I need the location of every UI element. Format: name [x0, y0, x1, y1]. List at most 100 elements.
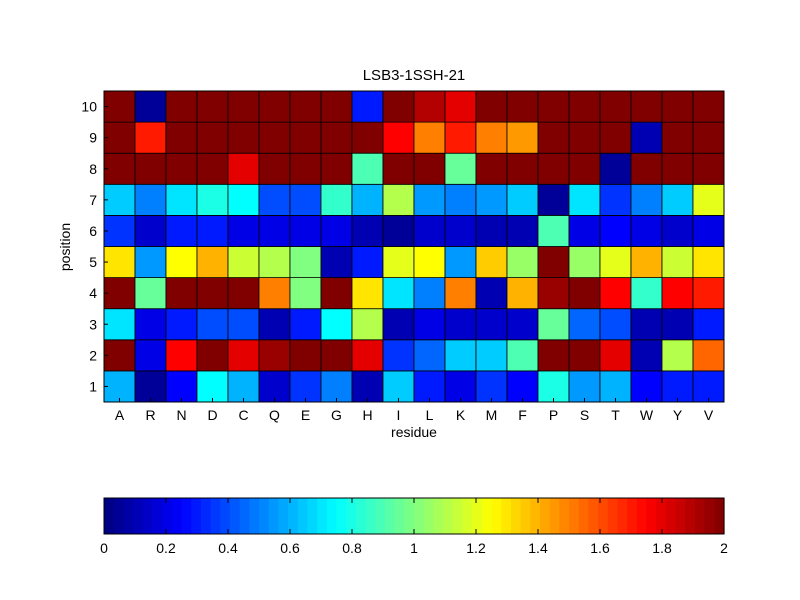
heatmap-cell [630, 308, 663, 341]
x-tick-label: S [580, 407, 589, 423]
heatmap-cell [692, 152, 725, 185]
colorbar-segment [162, 498, 173, 534]
colorbar-tick-label: 1.8 [652, 540, 672, 556]
heatmap-cell [103, 246, 136, 279]
heatmap-cell [537, 339, 570, 372]
heatmap-cell [258, 121, 291, 154]
heatmap-cell [134, 90, 167, 123]
colorbar-segment [665, 498, 677, 534]
heatmap-cell [413, 121, 446, 154]
heatmap-cell [382, 121, 415, 154]
heatmap-cell [692, 183, 725, 216]
heatmap-cell [444, 214, 477, 247]
colorbar-segment [510, 498, 522, 534]
heatmap-cell [320, 152, 353, 185]
colorbar-segment [336, 498, 347, 534]
heatmap-cell [537, 121, 570, 154]
heatmap-cell [568, 121, 601, 154]
heatmap-cell [320, 370, 353, 403]
heatmap-cell [320, 339, 353, 372]
colorbar-tick-label: 1 [410, 540, 418, 556]
heatmap-cell [103, 308, 136, 341]
heatmap-cell [630, 214, 663, 247]
colorbar-segment [394, 498, 405, 534]
heatmap-cell [382, 152, 415, 185]
colorbar-segment [646, 498, 657, 534]
heatmap-cell [382, 277, 415, 310]
heatmap-cell [258, 152, 291, 185]
heatmap-cell [568, 339, 601, 372]
colorbar-segment [520, 498, 531, 534]
y-tick-labels: 1 2 3 4 5 6 7 8 9 10 [81, 99, 108, 394]
heatmap-cell [661, 152, 694, 185]
x-tick-label: P [549, 407, 558, 423]
colorbar-segment [365, 498, 376, 534]
y-tick-label: 5 [89, 254, 97, 270]
colorbar [104, 498, 725, 534]
heatmap-cell [413, 370, 446, 403]
heatmap-cell [537, 183, 570, 216]
heatmap-cell [444, 121, 477, 154]
chart-title: LSB3-1SSH-21 [363, 67, 466, 84]
colorbar-segment [472, 498, 483, 534]
y-tick-label: 3 [89, 316, 97, 332]
colorbar-segment [588, 498, 599, 534]
heatmap-cell [196, 370, 229, 403]
colorbar-segment [598, 498, 609, 534]
colorbar-segment [355, 498, 367, 534]
heatmap-cell [475, 370, 508, 403]
heatmap-cell [320, 121, 353, 154]
colorbar-segment [539, 498, 551, 534]
heatmap-cell [661, 308, 694, 341]
colorbar-segment [142, 498, 154, 534]
x-tick-label: I [397, 407, 401, 423]
heatmap-cell [506, 339, 539, 372]
colorbar-segment [239, 498, 250, 534]
heatmap-cell [227, 152, 260, 185]
heatmap-cell [103, 370, 136, 403]
colorbar-segment [627, 498, 638, 534]
heatmap-cell [444, 308, 477, 341]
colorbar-segment [530, 498, 541, 534]
heatmap-cell [599, 277, 632, 310]
colorbar-tick-label: 0.8 [342, 540, 362, 556]
heatmap-cell [506, 152, 539, 185]
heatmap-cell [227, 308, 260, 341]
colorbar-segment [307, 498, 318, 534]
heatmap-cell [661, 339, 694, 372]
heatmap-cell [103, 90, 136, 123]
heatmap-cell [630, 339, 663, 372]
heatmap-cell [165, 308, 198, 341]
x-axis-label: residue [391, 424, 437, 440]
heatmap-cell [475, 339, 508, 372]
heatmap-cell [444, 277, 477, 310]
heatmap-cell [506, 183, 539, 216]
heatmap-cell [351, 277, 384, 310]
heatmap-cell [630, 370, 663, 403]
colorbar-segment [171, 498, 183, 534]
colorbar-tick-label: 0.6 [280, 540, 300, 556]
y-tick-label: 1 [89, 378, 97, 394]
heatmap-cell [258, 308, 291, 341]
heatmap-cell [289, 339, 322, 372]
colorbar-segment [259, 498, 270, 534]
colorbar-segment [123, 498, 134, 534]
heatmap-cell [258, 90, 291, 123]
heatmap-cell [351, 152, 384, 185]
heatmap-cell [351, 214, 384, 247]
heatmap-cell [475, 246, 508, 279]
y-tick-label: 10 [81, 99, 97, 115]
heatmap-cell [382, 183, 415, 216]
heatmap-cell [661, 214, 694, 247]
heatmap-cell [506, 308, 539, 341]
heatmap-cell [382, 339, 415, 372]
heatmap-cell [103, 339, 136, 372]
x-tick-label: L [426, 407, 434, 423]
heatmap-cell [630, 152, 663, 185]
heatmap-cell [351, 90, 384, 123]
heatmap-cell [599, 214, 632, 247]
heatmap-cell [630, 277, 663, 310]
heatmap-cell [289, 183, 322, 216]
